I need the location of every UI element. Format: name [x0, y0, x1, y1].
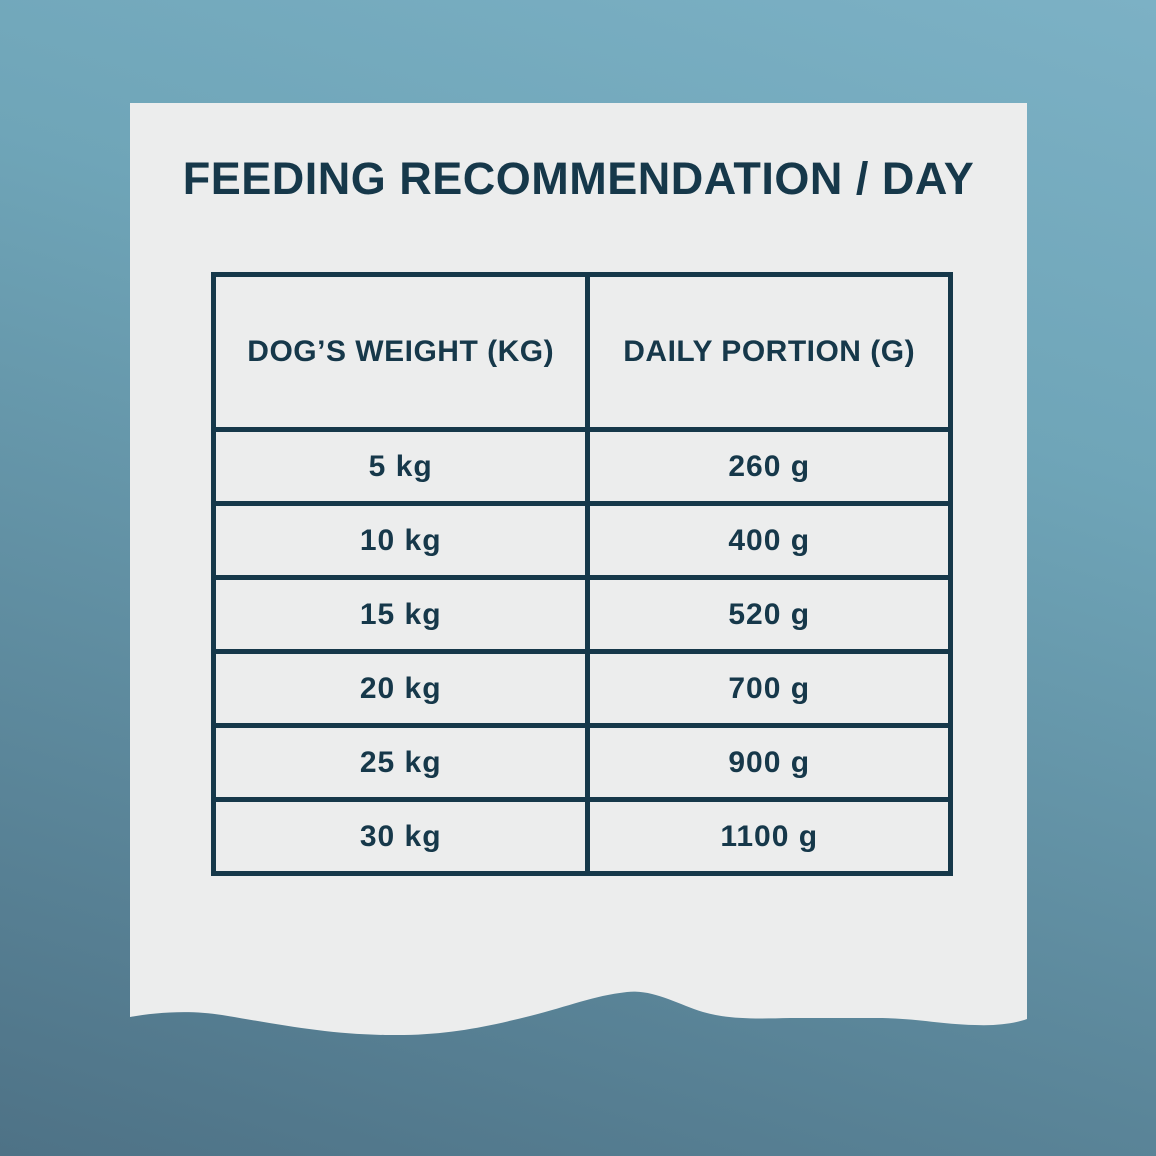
weight-cell: 15 kg	[210, 575, 591, 654]
portion-cell: 400 g	[585, 501, 953, 580]
weight-cell: 25 kg	[210, 723, 591, 802]
portion-cell: 1100 g	[585, 797, 953, 876]
portion-cell: 900 g	[585, 723, 953, 802]
card-content: FEEDING RECOMMENDATION / DAY DOG’S WEIGH…	[130, 103, 1027, 1035]
table-row: 20 kg 700 g	[210, 649, 953, 728]
label-card: FEEDING RECOMMENDATION / DAY DOG’S WEIGH…	[130, 103, 1027, 1035]
table-row: 10 kg 400 g	[210, 501, 953, 580]
portion-cell: 260 g	[585, 427, 953, 506]
portion-cell: 700 g	[585, 649, 953, 728]
page-title: FEEDING RECOMMENDATION / DAY	[182, 153, 975, 204]
column-header-weight: DOG’S WEIGHT (KG)	[210, 272, 591, 432]
header-row: DOG’S WEIGHT (KG) DAILY PORTION (G)	[210, 272, 953, 432]
table-row: 30 kg 1100 g	[210, 797, 953, 876]
column-header-portion: DAILY PORTION (G)	[585, 272, 953, 432]
table-row: 15 kg 520 g	[210, 575, 953, 654]
table-row: 5 kg 260 g	[210, 427, 953, 506]
weight-cell: 20 kg	[210, 649, 591, 728]
weight-cell: 10 kg	[210, 501, 591, 580]
weight-cell: 30 kg	[210, 797, 591, 876]
portion-cell: 520 g	[585, 575, 953, 654]
feeding-table: DOG’S WEIGHT (KG) DAILY PORTION (G) 5 kg…	[210, 272, 953, 876]
weight-cell: 5 kg	[210, 427, 591, 506]
table-row: 25 kg 900 g	[210, 723, 953, 802]
